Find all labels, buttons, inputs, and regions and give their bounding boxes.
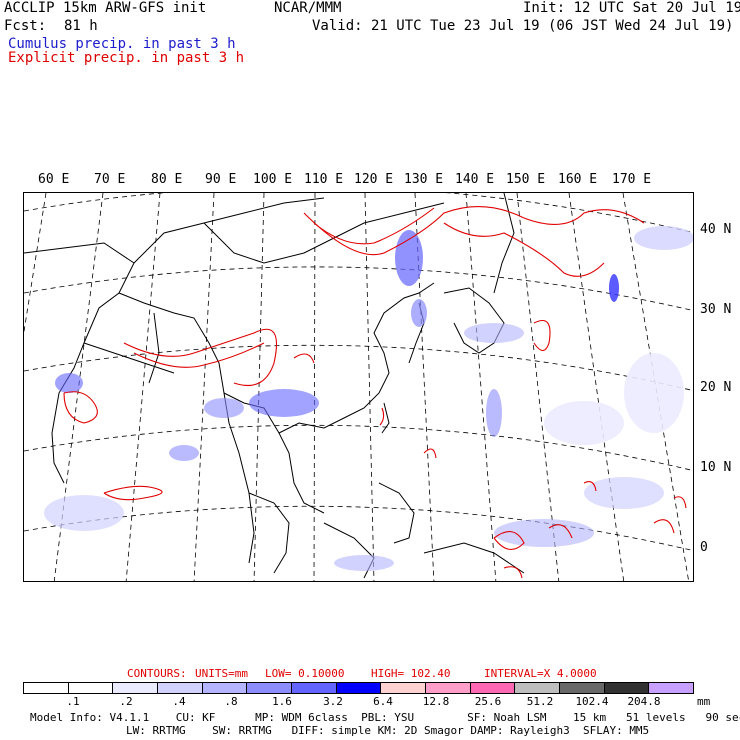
colorbar-segment <box>470 683 516 693</box>
lon-label: 130 E <box>404 172 444 187</box>
colorbar-segment <box>426 683 471 693</box>
legend-cumulus: Cumulus precip. in past 3 h <box>8 36 236 52</box>
cumulus-precip <box>44 226 693 571</box>
lon-label: 80 E <box>151 172 183 187</box>
contours-interval: INTERVAL=X 4.0000 <box>484 667 597 680</box>
colorbar-segment <box>604 683 650 693</box>
colorbar-segment <box>560 683 605 693</box>
colorbar-label: 204.8 <box>627 695 661 708</box>
colorbar-label: 25.6 <box>474 695 502 708</box>
colorbar-segment <box>24 683 69 693</box>
lon-label: 60 E <box>38 172 70 187</box>
explicit-precip <box>63 206 687 579</box>
lon-label: 70 E <box>94 172 126 187</box>
lat-label: 40 N <box>700 222 732 237</box>
precip-map <box>23 192 694 582</box>
lon-label: 150 E <box>506 172 546 187</box>
lon-label: 120 E <box>354 172 394 187</box>
colorbar-segment <box>158 683 203 693</box>
lon-label: 160 E <box>558 172 598 187</box>
colorbar-segment <box>68 683 114 693</box>
contours-label: CONTOURS: <box>127 667 187 680</box>
center-name: NCAR/MMM <box>274 0 342 16</box>
init-time: Init: 12 UTC Sat 20 Jul 19 <box>523 0 740 16</box>
model-info-line2: LW: RRTMG SW: RRTMG DIFF: simple KM: 2D … <box>126 724 650 737</box>
colorbar-segment <box>381 683 427 693</box>
contours-low: LOW= 0.10000 <box>265 667 345 680</box>
colorbar-label: .1 <box>66 695 80 708</box>
colorbar-segment <box>292 683 337 693</box>
colorbar-label: 12.8 <box>422 695 450 708</box>
colorbar-segment <box>113 683 159 693</box>
meridian-lines <box>24 193 690 581</box>
colorbar-segment <box>247 683 293 693</box>
lat-label: 20 N <box>700 380 732 395</box>
colorbar-label: 3.2 <box>323 695 343 708</box>
colorbar-label: 51.2 <box>526 695 554 708</box>
lat-label: 30 N <box>700 302 732 317</box>
lon-label: 110 E <box>304 172 344 187</box>
colorbar <box>23 682 694 694</box>
lon-label: 90 E <box>205 172 237 187</box>
colorbar-segment <box>649 683 694 693</box>
model-title: ACCLIP 15km ARW-GFS init <box>4 0 207 16</box>
map-canvas <box>24 193 693 581</box>
colorbar-segment <box>515 683 561 693</box>
fcst-value: 81 h <box>64 18 98 34</box>
fcst-label: Fcst: <box>4 18 47 34</box>
legend-explicit: Explicit precip. in past 3 h <box>8 50 245 66</box>
colorbar-label: 6.4 <box>373 695 393 708</box>
colorbar-label: 1.6 <box>272 695 292 708</box>
colorbar-segment <box>336 683 382 693</box>
lon-label: 140 E <box>455 172 495 187</box>
lat-label: 0 <box>700 540 708 555</box>
lat-label: 10 N <box>700 460 732 475</box>
lon-label: 100 E <box>253 172 293 187</box>
colorbar-label: 102.4 <box>575 695 609 708</box>
contours-high: HIGH= 102.40 <box>371 667 451 680</box>
contours-units: UNITS=mm <box>195 667 248 680</box>
colorbar-unit: mm <box>697 695 711 708</box>
colorbar-segment <box>202 683 248 693</box>
model-info-line1: Model Info: V4.1.1 CU: KF MP: WDM 6class… <box>30 711 740 724</box>
valid-time: Valid: 21 UTC Tue 23 Jul 19 (06 JST Wed … <box>312 18 734 34</box>
parallel-lines <box>24 193 693 551</box>
coastlines <box>24 193 525 579</box>
colorbar-label: .2 <box>119 695 133 708</box>
lon-label: 170 E <box>612 172 652 187</box>
colorbar-label: .4 <box>172 695 186 708</box>
colorbar-label: .8 <box>224 695 238 708</box>
